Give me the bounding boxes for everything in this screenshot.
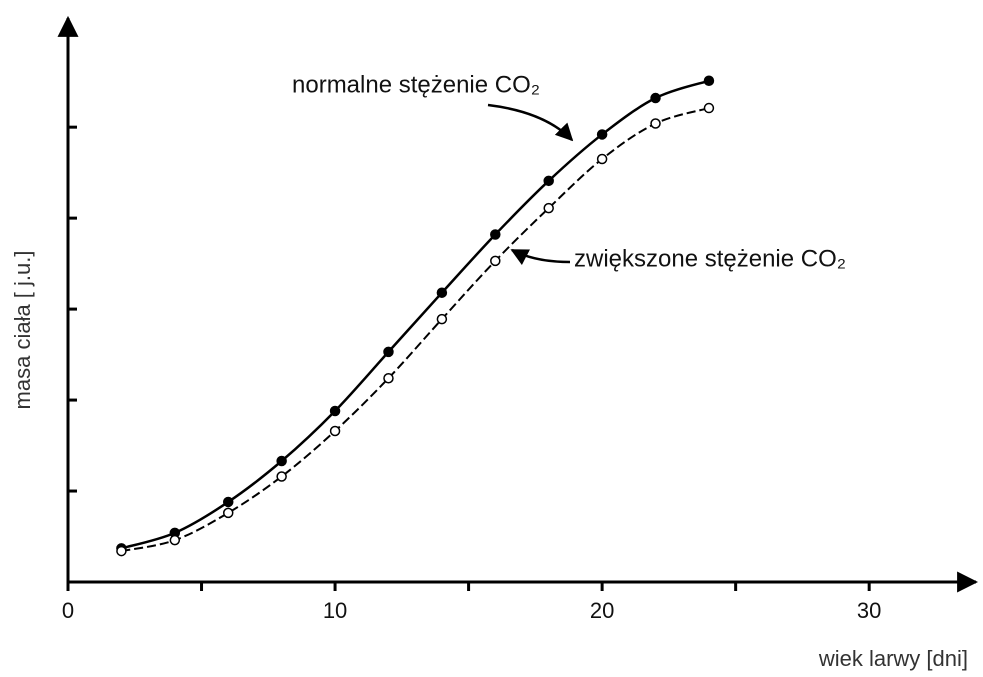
series-label: zwiększone stężenie CO₂: [574, 245, 846, 272]
data-point: [329, 425, 341, 437]
data-point: [276, 455, 287, 467]
series-line: [121, 79, 710, 550]
data-point: [703, 75, 715, 87]
data-point: [116, 545, 127, 557]
data-point: [276, 471, 287, 482]
x-axis-label: wiek larwy [dni]: [818, 646, 968, 671]
data-point: [222, 507, 234, 519]
data-point: [650, 118, 661, 129]
annotation-arrow: [487, 103, 574, 142]
data-point: [169, 534, 181, 546]
data-point: [222, 496, 234, 508]
data-point: [650, 92, 661, 104]
data-point: [329, 405, 341, 417]
x-tick-label: 10: [323, 598, 347, 623]
annotation-arrow: [510, 248, 571, 266]
data-point: [596, 153, 608, 165]
data-point: [543, 202, 554, 214]
series-line: [121, 107, 710, 553]
data-point: [490, 255, 501, 267]
x-tick-label: 0: [62, 598, 74, 623]
x-tick-label: 20: [590, 598, 614, 623]
data-point: [596, 129, 608, 140]
y-axis-label: masa ciała [ j.u.]: [10, 251, 35, 410]
data-point: [436, 287, 448, 298]
data-point: [383, 346, 394, 358]
data-point: [383, 372, 394, 384]
data-point: [543, 175, 554, 187]
data-point: [436, 313, 448, 325]
data-point: [703, 102, 715, 114]
series-label: normalne stężenie CO₂: [292, 71, 540, 98]
x-tick-label: 30: [857, 598, 881, 623]
data-point: [490, 229, 501, 240]
